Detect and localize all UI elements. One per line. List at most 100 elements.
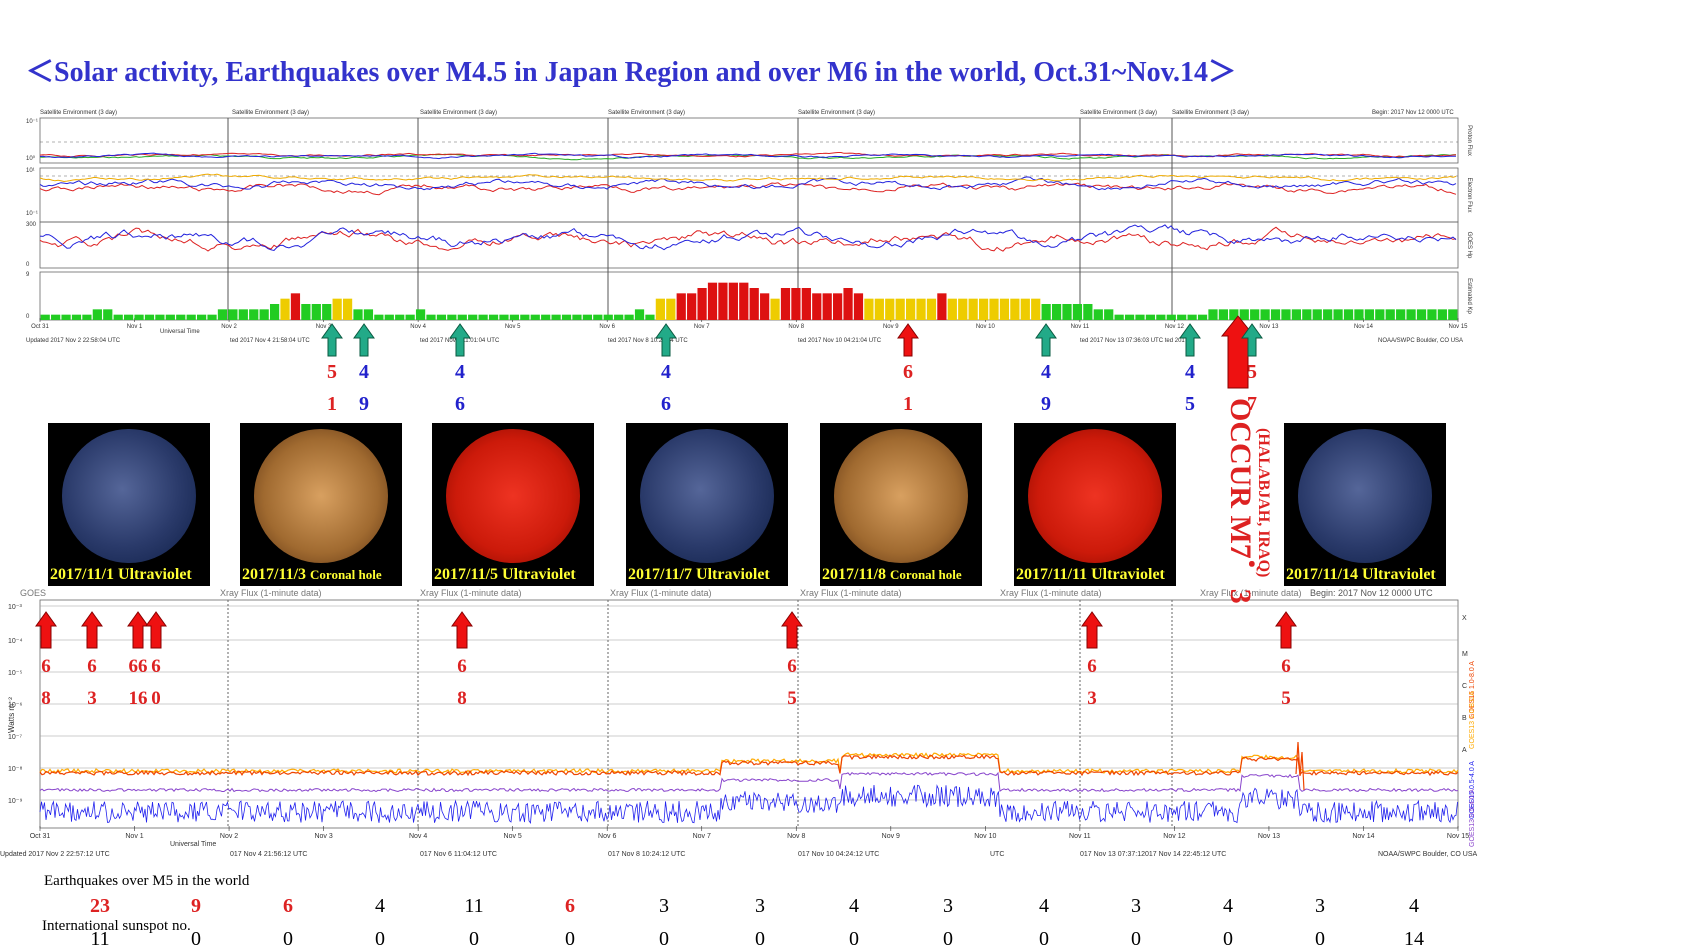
xray-updated-label: NOAA/SWPC Boulder, CO USA xyxy=(1378,851,1478,858)
kp-bar xyxy=(822,293,832,320)
kp-bar xyxy=(1343,309,1354,320)
arrow-magnitude-top: 4 xyxy=(1041,361,1051,383)
xray-date-tick-label: Nov 7 xyxy=(693,833,711,840)
kp-bar xyxy=(447,314,457,320)
kp-bar xyxy=(728,282,738,320)
kp-bar xyxy=(249,309,259,320)
kp-bar xyxy=(144,314,155,320)
kp-bar xyxy=(478,314,488,320)
sun-image: 2017/11/14 Ultraviolet xyxy=(1284,423,1446,586)
xray-ylabel: Watts m⁻² xyxy=(7,697,16,733)
xray-legend-entry: GOES15 0.5-4.0 A xyxy=(1469,761,1476,819)
kp-bar xyxy=(1354,309,1364,320)
electron-flux-blue-trace xyxy=(39,176,1457,191)
kp-bar xyxy=(51,314,61,320)
top-subpanel-frame xyxy=(39,221,1459,269)
earthquake-count-cell: 4 xyxy=(1039,895,1049,917)
kp-bar xyxy=(1145,314,1156,320)
sunspot-count-cell: 0 xyxy=(191,928,201,950)
kp-bar xyxy=(395,314,405,320)
kp-bar xyxy=(1051,304,1062,320)
top-date-tick-label: Nov 10 xyxy=(976,324,996,330)
arrow-magnitude-top: 4 xyxy=(359,361,369,383)
kp-bar xyxy=(676,293,686,320)
top-header-label: Satellite Environment (3 day) xyxy=(608,110,685,116)
xray-flare-class-label: B xyxy=(1462,715,1467,722)
sunspot-count-cell: 0 xyxy=(849,928,859,950)
kp-bar xyxy=(436,314,447,320)
kp-bar xyxy=(1270,309,1281,320)
arrow-magnitude-top: 4 xyxy=(1185,361,1195,383)
xray-date-tick-label: Nov 8 xyxy=(787,833,805,840)
kp-bar xyxy=(999,298,1010,320)
top-header-label: Satellite Environment (3 day) xyxy=(798,110,875,116)
kp-bar xyxy=(1291,309,1302,320)
sun-image-caption-text: 2017/11/14 Ultraviolet xyxy=(1286,566,1436,583)
xray-date-tick-label: Nov 2 xyxy=(220,833,238,840)
earthquake-count-cell: 3 xyxy=(755,895,765,917)
kp-bar xyxy=(561,314,572,320)
earthquake-count-cell: 3 xyxy=(1131,895,1141,917)
sun-image-caption-small: Coronal hole xyxy=(890,567,962,582)
kp-bar xyxy=(812,293,822,320)
kp-bar xyxy=(968,298,978,320)
top-ytick-label: 0 xyxy=(26,262,30,268)
kp-bar xyxy=(916,298,926,320)
xray-arrow-magnitude-bottom: 3 xyxy=(87,688,97,709)
sun-image: 2017/11/1 Ultraviolet xyxy=(48,423,210,586)
xray-header-label: Xray Flux (1-minute data) xyxy=(1000,588,1102,598)
sun-image-caption-small: Coronal hole xyxy=(310,567,382,582)
kp-bar xyxy=(71,314,82,320)
top-date-tick-label: Nov 6 xyxy=(599,324,615,330)
sun-disc xyxy=(446,429,580,563)
kp-bar xyxy=(363,309,374,320)
xray-date-tick-label: Nov 6 xyxy=(598,833,616,840)
kp-bar xyxy=(687,293,697,320)
kp-bar xyxy=(541,314,551,320)
xray-header-label: Xray Flux (1-minute data) xyxy=(220,588,322,598)
sun-image-caption-text: 2017/11/1 Ultraviolet xyxy=(50,566,192,583)
top-subpanel-frame xyxy=(39,271,1459,321)
kp-bar xyxy=(989,298,999,320)
xray-legend-entry: GOES13 0.5-4.0 A xyxy=(1469,789,1476,847)
kp-bar xyxy=(238,309,248,320)
occur-annotation: OCCUR M7．3 xyxy=(1224,398,1257,604)
xray-ytick-label: 10⁻⁷ xyxy=(8,734,22,741)
up-arrow-teal xyxy=(449,323,471,357)
xray-updated-label: 017 Nov 8 10:24:12 UTC xyxy=(608,851,685,858)
xray-date-tick-label: Oct 31 xyxy=(30,833,51,840)
xray-date-tick-label: Nov 13 xyxy=(1258,833,1280,840)
kp-bar xyxy=(1114,314,1124,320)
sun-image: 2017/11/7 Ultraviolet xyxy=(626,423,788,586)
top-updated-label: ted 2017 Nov 8 10:24:04 UTC xyxy=(608,338,688,344)
xray-date-tick-label: Nov 3 xyxy=(314,833,332,840)
xray-updated-label: 017 Nov 13 07:37:12017 Nov 14 22:45:12 U… xyxy=(1080,851,1226,858)
kp-bar xyxy=(40,314,50,320)
xray-arrow-magnitude-bottom: 16 xyxy=(129,688,148,709)
sunspot-row-label: International sunspot no. xyxy=(42,918,191,934)
kp-bar xyxy=(1031,298,1041,320)
xray-header-label: Xray Flux (1-minute data) xyxy=(610,588,712,598)
sun-image-caption: 2017/11/14 Ultraviolet xyxy=(1286,566,1436,584)
top-updated-label: ted 2017 Nov 4 21:58:04 UTC xyxy=(230,338,310,344)
top-header-label: Satellite Environment (3 day) xyxy=(40,110,117,116)
up-arrow-teal xyxy=(1035,323,1057,357)
earthquakes-row-label: Earthquakes over M5 in the world xyxy=(44,873,250,889)
top-ytick-label: 0 xyxy=(26,314,30,320)
sunspot-count-cell: 0 xyxy=(659,928,669,950)
xray-updated-label: 017 Nov 6 11:04:12 UTC xyxy=(420,851,497,858)
kp-bar xyxy=(1104,309,1114,320)
xray-legend-entry: GOES15 1.0-8.0 A xyxy=(1469,661,1476,719)
kp-bar xyxy=(634,309,645,320)
kp-bar xyxy=(739,282,749,320)
proton-flux-blue-trace xyxy=(39,152,1456,160)
kp-bar xyxy=(1093,309,1103,320)
xray-goes15-short-trace xyxy=(39,784,1458,825)
top-date-tick-label: Nov 5 xyxy=(505,324,521,330)
arrow-magnitude-bottom: 1 xyxy=(903,393,913,415)
sunspot-count-cell: 14 xyxy=(1404,928,1424,950)
arrow-magnitude-top: 6 xyxy=(903,361,913,383)
xray-arrow-magnitude-bottom: 3 xyxy=(1087,688,1097,709)
kp-bar xyxy=(770,298,780,320)
